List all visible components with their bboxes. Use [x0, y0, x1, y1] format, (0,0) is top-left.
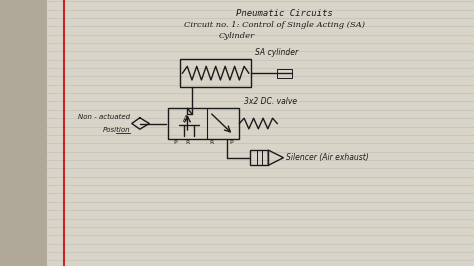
- Bar: [180, 59, 251, 88]
- Text: Cylinder: Cylinder: [219, 32, 255, 40]
- Text: P: P: [173, 140, 177, 145]
- Text: Position: Position: [103, 127, 130, 133]
- Text: Pneumatic Circuits: Pneumatic Circuits: [236, 10, 333, 19]
- Bar: [250, 150, 268, 165]
- Bar: [277, 69, 292, 78]
- Text: Silencer (Air exhaust): Silencer (Air exhaust): [286, 153, 369, 162]
- Text: 3x2 DC. valve: 3x2 DC. valve: [244, 97, 297, 106]
- Text: Non - actuated: Non - actuated: [78, 114, 130, 120]
- Text: SA cylinder: SA cylinder: [255, 48, 298, 57]
- Text: A: A: [182, 115, 187, 124]
- Bar: [168, 108, 239, 139]
- Bar: [0, 0, 47, 266]
- Text: R: R: [209, 140, 213, 145]
- Text: R: R: [185, 140, 189, 145]
- Text: Circuit no. 1: Control of Single Acting (SA): Circuit no. 1: Control of Single Acting …: [184, 21, 365, 29]
- Text: P: P: [229, 140, 233, 145]
